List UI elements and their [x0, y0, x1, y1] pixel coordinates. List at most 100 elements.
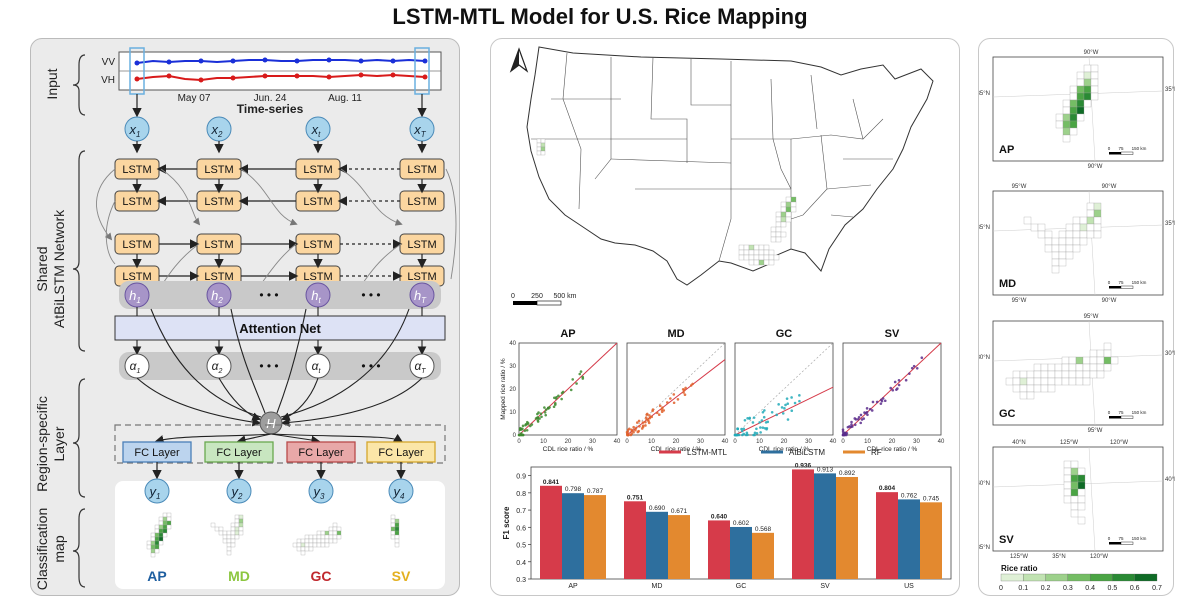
svg-text:250: 250 — [531, 293, 543, 300]
bar-y-tick-label: 0.6 — [516, 525, 526, 532]
scatter-point — [536, 416, 540, 419]
svg-text:0: 0 — [1108, 280, 1111, 285]
mini-map-ap — [146, 512, 172, 558]
region-label-md: MD — [228, 568, 250, 584]
region-specific-box — [114, 424, 446, 464]
lstm-cell: LSTM — [196, 190, 242, 212]
bar — [562, 493, 584, 579]
fc-layer-sv: FC Layer — [366, 441, 436, 463]
inset-lon-label: 95°W — [1088, 428, 1103, 434]
y-tick-label: 10 — [509, 410, 516, 416]
input-time-series: VV VH May 07 Jun. 24 Aug. 11 Time-series — [101, 47, 442, 116]
attention-net-box — [114, 315, 446, 341]
bar-category-label: SV — [820, 583, 830, 590]
scatter-point — [759, 426, 762, 429]
x-tick-label: 40 — [722, 439, 729, 445]
date-tick-jun: Jun. 24 — [254, 93, 287, 104]
H-node: H — [259, 411, 283, 435]
scatter-point — [552, 405, 556, 409]
inset-lon-label: 90°W — [1084, 50, 1099, 56]
bar-y-tick-label: 0.7 — [516, 508, 526, 515]
alpha-node-T: αT — [409, 353, 435, 379]
legend-color-swatch — [1067, 573, 1091, 582]
scatter-point — [758, 421, 761, 424]
scatter-point — [662, 409, 666, 412]
scatter-title: SV — [885, 328, 900, 340]
bar — [752, 532, 774, 579]
scatter-point — [628, 427, 631, 431]
svg-text:75: 75 — [1118, 536, 1124, 541]
scatter-point — [841, 428, 845, 432]
lstm-grid: LSTM LSTM LSTM LSTM LSTM LSTM LSTM LSTM LSTM LSTM… — [114, 158, 445, 287]
scatter-point — [744, 433, 748, 437]
bar-value-label: 0.762 — [901, 492, 918, 499]
x-nodes: x1 x2 xt xT — [124, 94, 435, 154]
lstm-label: LSTM — [303, 196, 332, 208]
us-map — [526, 46, 934, 286]
architecture-panel: Input Shared AtBiLSTM Network Region-spe… — [30, 38, 460, 596]
bar — [708, 520, 730, 579]
bar-y-tick-label: 0.3 — [516, 577, 526, 584]
scatter-point — [523, 429, 527, 432]
scatter-point — [557, 394, 560, 398]
fc-layer-gc: FC Layer — [286, 441, 356, 463]
scatter-point — [632, 425, 635, 429]
scatter-point — [798, 399, 801, 403]
y-tick-label: 0 — [513, 433, 517, 439]
region-mini-maps — [146, 512, 400, 558]
h-node-t: ht — [305, 282, 331, 308]
figure-title: LSTM-MTL Model for U.S. Rice Mapping — [392, 4, 808, 29]
scatter-point — [684, 386, 687, 390]
stage-label-atbilstm: AtBiLSTM Network — [51, 209, 67, 328]
legend-tick: 0.7 — [1152, 585, 1162, 592]
scatter-point — [856, 418, 860, 421]
svg-text:αt: αt — [312, 359, 322, 375]
svg-text:150 km: 150 km — [1132, 410, 1147, 415]
region-label-ap: AP — [147, 568, 166, 584]
scatter-point — [546, 406, 550, 410]
svg-text:FC Layer: FC Layer — [134, 447, 180, 459]
bar-category-label: US — [904, 583, 914, 590]
scatter-point — [676, 398, 680, 401]
legend-label: LSTM-MTL — [687, 448, 728, 457]
architecture-diagram: Input Shared AtBiLSTM Network Region-spe… — [34, 47, 457, 590]
scatter-point — [672, 401, 676, 405]
inset-lon-label: 95°W — [1084, 314, 1099, 320]
scatter-point — [896, 387, 899, 390]
scatter-point — [871, 400, 875, 404]
svg-text:hT: hT — [414, 288, 427, 305]
lstm-label: LSTM — [407, 239, 436, 251]
svg-text:h1: h1 — [129, 288, 141, 305]
scatter-point — [644, 420, 647, 424]
scatter-point — [793, 401, 797, 405]
inset-lat-label: 35°N — [1165, 221, 1175, 227]
bar — [540, 485, 562, 579]
scatter-point — [763, 409, 766, 412]
scatter-panel-md: MD 0 10 20 30 40 CDL rice ratio / % — [625, 328, 729, 453]
scatter-xlabel: CDL rice ratio / % — [867, 446, 918, 453]
scatter-point — [762, 415, 766, 419]
scatter-panel-gc: GC 0 10 20 30 40 CDL rice ratio / % — [733, 328, 837, 453]
alpha-node-t: αt — [305, 353, 331, 379]
scatter-point — [528, 424, 532, 428]
scatter-point — [753, 433, 757, 437]
bar-y-tick-label: 0.5 — [516, 543, 526, 550]
lstm-cell: LSTM — [295, 190, 341, 212]
scatter-point — [740, 427, 743, 431]
rice-region-cells — [536, 138, 797, 266]
results-panel: 0 250 500 km AP 0 0 10 10 20 20 30 30 40 40 CDL ric… — [490, 38, 960, 596]
scatter-point — [759, 431, 762, 434]
scatter-point — [790, 409, 794, 413]
scatter-title: AP — [560, 328, 575, 340]
scatter-point — [630, 428, 633, 432]
stage-label-shared: Shared — [34, 246, 50, 291]
svg-text:x2: x2 — [211, 122, 224, 139]
classification-map-area — [115, 481, 445, 589]
fc-layers: FC Layer FC Layer FC Layer FC Layer — [122, 441, 436, 463]
scatter-point — [889, 386, 893, 390]
x-tick-label: 30 — [589, 439, 596, 445]
alpha-ellipsis-2: • • • — [361, 359, 380, 373]
bar — [584, 495, 606, 579]
lstm-cell: LSTM — [114, 233, 160, 255]
